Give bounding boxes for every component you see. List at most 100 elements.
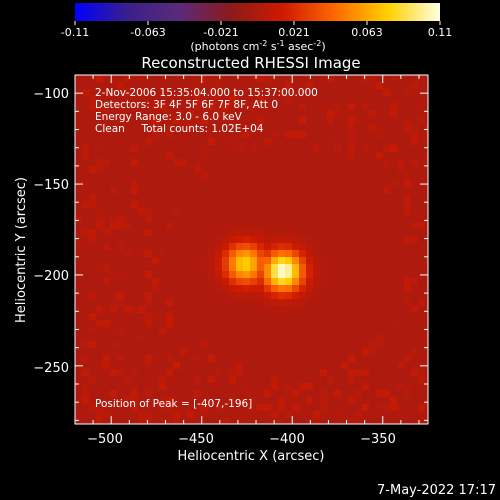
heatmap-cell bbox=[390, 362, 398, 370]
heatmap-cell bbox=[397, 117, 405, 125]
heatmap-cell bbox=[243, 180, 251, 188]
heatmap-cell bbox=[173, 236, 181, 244]
heatmap-cell bbox=[418, 236, 426, 244]
heatmap-cell bbox=[236, 348, 244, 356]
heatmap-cell bbox=[348, 418, 356, 424]
heatmap-cell bbox=[306, 243, 314, 251]
heatmap-cell bbox=[173, 215, 181, 223]
heatmap-cell bbox=[201, 292, 209, 300]
heatmap-cell bbox=[222, 257, 230, 265]
heatmap-cell bbox=[187, 355, 195, 363]
heatmap-cell bbox=[306, 362, 314, 370]
heatmap-cell bbox=[306, 313, 314, 321]
heatmap-cell bbox=[201, 271, 209, 279]
heatmap-cell bbox=[131, 117, 139, 125]
heatmap-cell bbox=[194, 103, 202, 111]
heatmap-cell bbox=[285, 404, 293, 412]
annotation-time-range: 2-Nov-2006 15:35:04.000 to 15:37:00.000 bbox=[95, 87, 318, 99]
heatmap-cell bbox=[327, 362, 335, 370]
heatmap-cell bbox=[166, 306, 174, 314]
heatmap-cell bbox=[292, 138, 300, 146]
heatmap-cell bbox=[369, 369, 377, 377]
heatmap-cell bbox=[376, 397, 384, 405]
heatmap-cell bbox=[187, 138, 195, 146]
heatmap-cell bbox=[327, 173, 335, 181]
heatmap-cell bbox=[75, 187, 83, 195]
heatmap-cell bbox=[236, 159, 244, 167]
heatmap-cell bbox=[173, 390, 181, 398]
heatmap-cell bbox=[82, 180, 90, 188]
heatmap-cell bbox=[362, 264, 370, 272]
heatmap-cell bbox=[383, 250, 391, 258]
heatmap-cell bbox=[320, 376, 328, 384]
heatmap-cell bbox=[208, 397, 216, 405]
heatmap-cell bbox=[341, 103, 349, 111]
heatmap-cell bbox=[355, 334, 363, 342]
heatmap-cell bbox=[334, 96, 342, 104]
heatmap-cell bbox=[341, 173, 349, 181]
heatmap-cell bbox=[348, 306, 356, 314]
heatmap-cell bbox=[131, 166, 139, 174]
heatmap-cell bbox=[355, 243, 363, 251]
heatmap-cell bbox=[187, 159, 195, 167]
heatmap-cell bbox=[145, 327, 153, 335]
heatmap-cell bbox=[131, 89, 139, 97]
heatmap-cell bbox=[250, 82, 258, 90]
heatmap-cell bbox=[285, 278, 293, 286]
heatmap-cell bbox=[257, 117, 265, 125]
heatmap-cell bbox=[306, 404, 314, 412]
heatmap-cell bbox=[313, 117, 321, 125]
heatmap-cell bbox=[145, 96, 153, 104]
heatmap-cell bbox=[236, 131, 244, 139]
heatmap-cell bbox=[411, 173, 419, 181]
heatmap-cell bbox=[89, 278, 97, 286]
heatmap-cell bbox=[341, 243, 349, 251]
heatmap-cell bbox=[285, 411, 293, 419]
heatmap-cell bbox=[243, 327, 251, 335]
heatmap-cell bbox=[278, 278, 286, 286]
heatmap-cell bbox=[334, 250, 342, 258]
heatmap-cell bbox=[222, 110, 230, 118]
heatmap-cell bbox=[425, 327, 428, 335]
heatmap-cell bbox=[110, 159, 118, 167]
heatmap-cell bbox=[250, 376, 258, 384]
colorbar-tick-label: -0.063 bbox=[130, 26, 165, 39]
heatmap-cell bbox=[355, 103, 363, 111]
heatmap-cell bbox=[117, 390, 125, 398]
heatmap-cell bbox=[397, 89, 405, 97]
heatmap-cell bbox=[306, 292, 314, 300]
heatmap-cell bbox=[243, 222, 251, 230]
heatmap-cell bbox=[320, 124, 328, 132]
heatmap-cell bbox=[306, 341, 314, 349]
heatmap-cell bbox=[285, 89, 293, 97]
heatmap-cell bbox=[201, 124, 209, 132]
heatmap-cell bbox=[348, 194, 356, 202]
heatmap-cell bbox=[222, 362, 230, 370]
heatmap-cell bbox=[320, 75, 328, 83]
heatmap-cell bbox=[397, 159, 405, 167]
heatmap-cell bbox=[187, 334, 195, 342]
heatmap-cell bbox=[229, 124, 237, 132]
heatmap-cell bbox=[299, 327, 307, 335]
heatmap-cell bbox=[306, 236, 314, 244]
heatmap-cell bbox=[348, 222, 356, 230]
heatmap-cell bbox=[103, 173, 111, 181]
heatmap-cell bbox=[418, 201, 426, 209]
heatmap-cell bbox=[292, 96, 300, 104]
y-tick-label: −100 bbox=[33, 87, 69, 102]
heatmap-cell bbox=[257, 138, 265, 146]
heatmap-cell bbox=[320, 222, 328, 230]
heatmap-cell bbox=[131, 208, 139, 216]
heatmap-cell bbox=[320, 348, 328, 356]
heatmap-cell bbox=[250, 299, 258, 307]
heatmap-cell bbox=[383, 131, 391, 139]
heatmap-cell bbox=[89, 306, 97, 314]
heatmap-cell bbox=[257, 110, 265, 118]
heatmap-cell bbox=[369, 285, 377, 293]
heatmap-cell bbox=[215, 313, 223, 321]
heatmap-cell bbox=[348, 166, 356, 174]
heatmap-cell bbox=[383, 75, 391, 83]
heatmap-cell bbox=[138, 257, 146, 265]
heatmap-cell bbox=[285, 341, 293, 349]
heatmap-cell bbox=[124, 75, 132, 83]
